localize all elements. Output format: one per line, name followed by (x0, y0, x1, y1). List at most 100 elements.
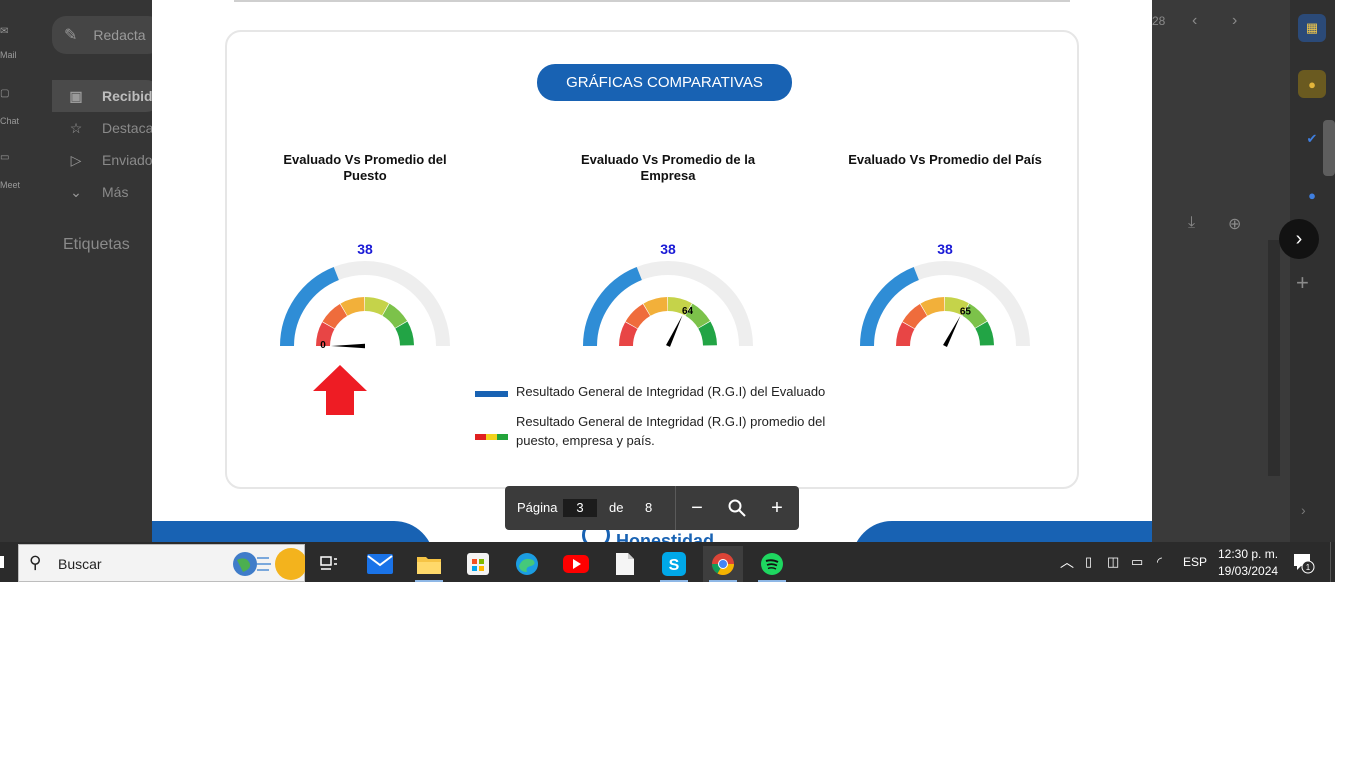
gauge-band (962, 303, 988, 329)
sidebar-item-sent[interactable]: ▷ Enviado (52, 144, 162, 176)
keep-icon[interactable]: ● (1298, 70, 1326, 98)
page-top-divider (234, 0, 1070, 2)
gauge-band (896, 322, 915, 347)
legend-text: Resultado General de Integridad (R.G.I) … (516, 414, 826, 448)
notification-badge: 1 (1306, 563, 1311, 572)
clock-date: 19/03/2024 (1218, 564, 1279, 578)
language-indicator[interactable]: ESP (1183, 555, 1208, 569)
sidebar-item-starred[interactable]: ☆ Destaca (52, 112, 162, 144)
section-banner: GRÁFICAS COMPARATIVAS (537, 64, 792, 101)
legend-text: Resultado General de Integridad (R.G.I) … (516, 384, 826, 399)
toolbar-divider (675, 486, 676, 530)
mail-rail-icon[interactable]: ✉ (0, 26, 9, 37)
labels-heading: Etiquetas (63, 236, 130, 253)
attachment-scrollbar[interactable] (1268, 240, 1280, 476)
gauge-average-value: 64 (682, 306, 694, 317)
show-hidden-icons[interactable]: ︿ (1060, 542, 1074, 582)
legend-swatch-traffic-light (475, 434, 508, 440)
gauge-needle (666, 315, 683, 347)
screen: ✉ Mail ▢ Chat ▭ Meet ✎ Redacta ▣ Recibid… (0, 0, 1335, 582)
gauge-evaluated-arc (860, 266, 920, 347)
chevron-left-icon[interactable]: ‹ (1192, 12, 1198, 29)
notification-center-icon[interactable]: 1 (1293, 552, 1315, 574)
chat-rail-label: Chat (0, 116, 20, 126)
svg-text:S: S (669, 557, 680, 574)
gauge-title-company: Evaluado Vs Promedio de la Empresa (580, 152, 756, 183)
wifi-icon[interactable]: ◜ (1157, 554, 1163, 569)
windows-taskbar: ⚲ Buscar (0, 542, 1335, 582)
file-icon[interactable] (605, 546, 645, 582)
sidebar-item-label: Destaca (102, 120, 154, 136)
expand-panel-icon[interactable]: › (1301, 502, 1306, 518)
security-icon[interactable]: ◫ (1107, 554, 1120, 569)
battery-icon[interactable]: ▭ (1131, 554, 1144, 569)
gauge-band (685, 303, 711, 329)
red-up-arrow (313, 365, 367, 415)
file-explorer-icon[interactable] (409, 546, 449, 582)
taskbar-search-box[interactable]: ⚲ Buscar (18, 544, 305, 582)
chevron-right-icon: › (1295, 227, 1303, 250)
page-number-input[interactable]: 3 (563, 499, 597, 517)
sidebar-item-label: Enviado (102, 152, 153, 168)
download-icon[interactable]: ⤓ (1188, 214, 1196, 231)
skype-icon[interactable]: S (654, 546, 694, 582)
zoom-in-button[interactable]: + (763, 494, 791, 522)
taskbar-clock[interactable]: 12:30 p. m. 19/03/2024 (1218, 546, 1278, 580)
add-to-drive-icon[interactable]: ⊕ (1228, 216, 1242, 233)
chevron-down-icon: ⌄ (70, 183, 82, 200)
gauge-title-country: Evaluado Vs Promedio del País (848, 152, 1042, 167)
youtube-icon[interactable] (556, 546, 596, 582)
pdf-page: GRÁFICAS COMPARATIVAS Evaluado Vs Promed… (152, 0, 1152, 542)
page-scrollbar-thumb[interactable] (1323, 120, 1335, 176)
gauge-band (316, 322, 335, 347)
inbox-icon: ▣ (69, 87, 83, 104)
next-page-button[interactable]: › (1279, 219, 1319, 259)
tasks-icon[interactable]: ✔ (1306, 131, 1318, 146)
weather-widget-icon[interactable] (231, 548, 305, 580)
mail-app-icon[interactable] (360, 546, 400, 582)
gauge-evaluated-arc (280, 266, 340, 347)
chevron-right-icon[interactable]: › (1232, 12, 1238, 29)
compose-button[interactable]: ✎ Redacta (52, 16, 162, 54)
microsoft-store-icon[interactable] (458, 546, 498, 582)
sidebar-item-label: Recibid (102, 88, 153, 104)
sidebar-item-inbox[interactable]: ▣ Recibid (52, 80, 162, 112)
zoom-out-button[interactable]: − (683, 494, 711, 522)
gauge-band (340, 297, 365, 316)
page-label: Página (517, 500, 558, 515)
gauge-title-position: Evaluado Vs Promedio del Puesto (283, 152, 447, 183)
gauge-evaluated-value: 38 (357, 241, 373, 257)
chat-rail-icon[interactable]: ▢ (0, 88, 10, 99)
search-placeholder: Buscar (58, 556, 102, 572)
show-desktop-button[interactable] (1330, 542, 1335, 582)
meet-rail-label: Meet (0, 180, 21, 190)
start-button-edge[interactable] (0, 556, 4, 568)
sidebar-item-more[interactable]: ⌄ Más (52, 176, 162, 208)
magnifier-icon (728, 499, 746, 517)
gauge-position: 0 38 (280, 241, 450, 351)
task-view-icon[interactable] (309, 546, 349, 582)
of-label: de (609, 500, 624, 515)
gmail-app-rail: ✉ Mail ▢ Chat ▭ Meet (0, 0, 21, 542)
plus-icon: + (771, 496, 783, 519)
zoom-fit-button[interactable] (723, 494, 751, 522)
contacts-icon[interactable]: ● (1308, 187, 1316, 203)
mail-rail-label: Mail (0, 50, 17, 60)
spotify-icon[interactable] (752, 546, 792, 582)
meet-rail-icon[interactable]: ▭ (0, 152, 10, 163)
pdf-page-toolbar: Página 3 de 8 − + (505, 486, 799, 530)
active-indicator (415, 580, 443, 582)
add-addon-icon[interactable]: + (1296, 270, 1309, 295)
gauge-band (975, 321, 994, 346)
active-indicator (758, 580, 786, 582)
calendar-icon[interactable]: ▦ (1298, 14, 1326, 42)
gauge-band (698, 321, 717, 346)
gauge-band (322, 303, 348, 329)
edge-icon[interactable] (507, 546, 547, 582)
chrome-icon[interactable] (703, 546, 743, 582)
gauge-band (625, 303, 651, 329)
side-apps-panel: ▦ ● ✔ ● (1290, 0, 1335, 542)
compose-label: Redacta (93, 27, 146, 43)
gauge-band (364, 297, 389, 316)
meet-now-icon[interactable]: ▯ (1085, 554, 1093, 569)
